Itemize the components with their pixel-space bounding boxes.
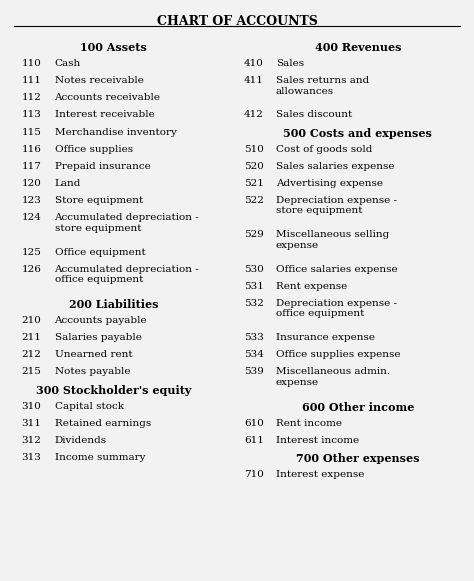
Text: 532: 532 xyxy=(244,299,264,308)
Text: Land: Land xyxy=(55,179,81,188)
Text: 600 Other income: 600 Other income xyxy=(301,401,414,413)
Text: Miscellaneous selling
expense: Miscellaneous selling expense xyxy=(276,230,389,250)
Text: 210: 210 xyxy=(21,316,41,325)
Text: Accounts receivable: Accounts receivable xyxy=(55,93,161,102)
Text: Sales discount: Sales discount xyxy=(276,110,352,119)
Text: 115: 115 xyxy=(21,127,41,137)
Text: Interest receivable: Interest receivable xyxy=(55,110,154,119)
Text: Insurance expense: Insurance expense xyxy=(276,333,375,342)
Text: Depreciation expense -
office equipment: Depreciation expense - office equipment xyxy=(276,299,397,318)
Text: 126: 126 xyxy=(21,264,41,274)
Text: 510: 510 xyxy=(244,145,264,153)
Text: 211: 211 xyxy=(21,333,41,342)
Text: Unearned rent: Unearned rent xyxy=(55,350,132,359)
Text: 411: 411 xyxy=(244,76,264,85)
Text: 123: 123 xyxy=(21,196,41,205)
Text: Office equipment: Office equipment xyxy=(55,248,145,256)
Text: Dividends: Dividends xyxy=(55,436,107,445)
Text: 531: 531 xyxy=(244,282,264,290)
Text: 610: 610 xyxy=(244,419,264,428)
Text: Office supplies expense: Office supplies expense xyxy=(276,350,401,359)
Text: 125: 125 xyxy=(21,248,41,256)
Text: Merchandise inventory: Merchandise inventory xyxy=(55,127,176,137)
Text: 117: 117 xyxy=(21,162,41,171)
Text: 412: 412 xyxy=(244,110,264,119)
Text: 215: 215 xyxy=(21,367,41,376)
Text: 200 Liabilities: 200 Liabilities xyxy=(69,299,158,310)
Text: Rent expense: Rent expense xyxy=(276,282,347,290)
Text: 530: 530 xyxy=(244,264,264,274)
Text: 116: 116 xyxy=(21,145,41,153)
Text: 522: 522 xyxy=(244,196,264,205)
Text: 300 Stockholder's equity: 300 Stockholder's equity xyxy=(36,385,191,396)
Text: 611: 611 xyxy=(244,436,264,445)
Text: Notes receivable: Notes receivable xyxy=(55,76,143,85)
Text: 521: 521 xyxy=(244,179,264,188)
Text: 124: 124 xyxy=(21,213,41,222)
Text: 313: 313 xyxy=(21,453,41,462)
Text: Sales: Sales xyxy=(276,59,304,68)
Text: 111: 111 xyxy=(21,76,41,85)
Text: 112: 112 xyxy=(21,93,41,102)
Text: Miscellaneous admin.
expense: Miscellaneous admin. expense xyxy=(276,367,390,387)
Text: Prepaid insurance: Prepaid insurance xyxy=(55,162,150,171)
Text: Depreciation expense -
store equipment: Depreciation expense - store equipment xyxy=(276,196,397,216)
Text: 113: 113 xyxy=(21,110,41,119)
Text: 529: 529 xyxy=(244,230,264,239)
Text: 534: 534 xyxy=(244,350,264,359)
Text: Accumulated depreciation -
office equipment: Accumulated depreciation - office equipm… xyxy=(55,264,199,284)
Text: Store equipment: Store equipment xyxy=(55,196,143,205)
Text: Income summary: Income summary xyxy=(55,453,145,462)
Text: 700 Other expenses: 700 Other expenses xyxy=(296,453,419,464)
Text: 110: 110 xyxy=(21,59,41,68)
Text: 120: 120 xyxy=(21,179,41,188)
Text: Notes payable: Notes payable xyxy=(55,367,130,376)
Text: Retained earnings: Retained earnings xyxy=(55,419,151,428)
Text: Capital stock: Capital stock xyxy=(55,401,124,411)
Text: 410: 410 xyxy=(244,59,264,68)
Text: Sales returns and
allowances: Sales returns and allowances xyxy=(276,76,369,95)
Text: 312: 312 xyxy=(21,436,41,445)
Text: Advertising expense: Advertising expense xyxy=(276,179,383,188)
Text: 710: 710 xyxy=(244,470,264,479)
Text: CHART OF ACCOUNTS: CHART OF ACCOUNTS xyxy=(156,15,318,28)
Text: Office supplies: Office supplies xyxy=(55,145,133,153)
Text: Accumulated depreciation -
store equipment: Accumulated depreciation - store equipme… xyxy=(55,213,199,232)
Text: Cash: Cash xyxy=(55,59,81,68)
Text: 539: 539 xyxy=(244,367,264,376)
Text: 100 Assets: 100 Assets xyxy=(81,42,147,53)
Text: 500 Costs and expenses: 500 Costs and expenses xyxy=(283,127,432,138)
Text: Interest expense: Interest expense xyxy=(276,470,364,479)
Text: Accounts payable: Accounts payable xyxy=(55,316,147,325)
Text: 311: 311 xyxy=(21,419,41,428)
Text: Salaries payable: Salaries payable xyxy=(55,333,141,342)
Text: 400 Revenues: 400 Revenues xyxy=(315,42,401,53)
Text: 533: 533 xyxy=(244,333,264,342)
Text: Cost of goods sold: Cost of goods sold xyxy=(276,145,372,153)
Text: 212: 212 xyxy=(21,350,41,359)
Text: Sales salaries expense: Sales salaries expense xyxy=(276,162,394,171)
Text: Interest income: Interest income xyxy=(276,436,359,445)
Text: 520: 520 xyxy=(244,162,264,171)
Text: 310: 310 xyxy=(21,401,41,411)
Text: Office salaries expense: Office salaries expense xyxy=(276,264,398,274)
Text: Rent income: Rent income xyxy=(276,419,342,428)
